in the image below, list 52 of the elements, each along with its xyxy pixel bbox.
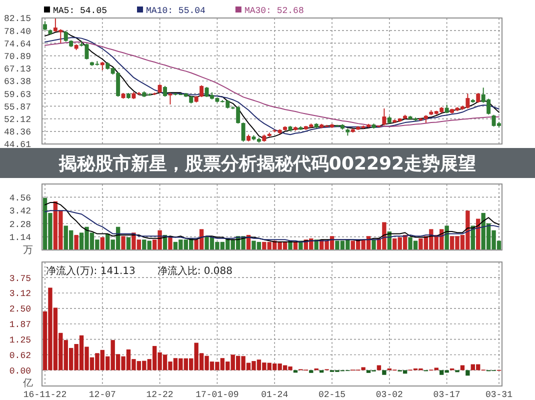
bar xyxy=(382,370,386,375)
x-tick-label: 12-07 xyxy=(88,390,116,400)
bar xyxy=(121,236,126,250)
y-tick-label: 3.75 xyxy=(9,274,31,284)
y-tick-label: 2.50 xyxy=(9,304,31,315)
bar xyxy=(444,226,449,250)
y-tick-label: 67.13 xyxy=(4,64,31,75)
annotation: 净流入比: 0.088 xyxy=(157,265,233,277)
y-tick-label: 3.42 xyxy=(9,206,31,217)
x-tick-label: 03-31 xyxy=(485,390,513,400)
y-tick-label: 55.87 xyxy=(4,102,31,112)
line-series xyxy=(44,202,500,242)
y-tick-label: 59.63 xyxy=(4,90,31,100)
y-axis-title: 亿 xyxy=(22,378,33,389)
bar xyxy=(126,237,131,250)
line-series xyxy=(44,210,500,242)
y-tick-label: 2.28 xyxy=(9,220,31,230)
bar xyxy=(309,370,314,373)
y-axis-title: 万 xyxy=(23,245,33,256)
bar xyxy=(293,370,298,373)
y-tick-label: 48.36 xyxy=(4,128,31,138)
x-tick-label: 03-02 xyxy=(376,390,403,400)
x-tick-label: 01-24 xyxy=(261,390,288,400)
legend-label: MA30: 52.68 xyxy=(244,6,304,16)
legend-label: MA5: 54.05 xyxy=(53,6,108,16)
x-tick-label: 12-22 xyxy=(146,390,174,400)
annotation: 净流入(万): 141.13 xyxy=(46,265,136,277)
y-tick-label: 1.25 xyxy=(9,336,31,346)
bar xyxy=(466,370,470,376)
x-tick-label: 02-15 xyxy=(318,390,346,400)
legend-label: MA10: 55.04 xyxy=(146,6,206,16)
x-tick-label: 03-17 xyxy=(433,390,460,400)
y-tick-label: 44.61 xyxy=(4,140,31,150)
text: 揭秘股市新星，股票分析揭秘代码002292走势展望 xyxy=(58,153,476,174)
y-tick-label: 0.00 xyxy=(9,366,31,376)
bar xyxy=(74,234,78,250)
y-tick-label: 78.40 xyxy=(4,26,31,37)
y-tick-label: 1.14 xyxy=(9,233,31,243)
y-tick-label: 3.12 xyxy=(9,289,31,300)
x-tick-label: 16-11-22 xyxy=(23,390,67,400)
y-tick-label: 82.15 xyxy=(4,14,31,24)
bar xyxy=(372,240,376,250)
y-tick-label: 0.62 xyxy=(9,350,31,361)
x-tick-label: 17-01-09 xyxy=(196,390,239,400)
bar xyxy=(319,370,324,373)
y-tick-label: 4.56 xyxy=(9,193,31,204)
y-tick-label: 1.87 xyxy=(9,320,31,330)
y-tick-label: 70.89 xyxy=(4,52,31,62)
y-tick-label: 52.12 xyxy=(4,114,31,125)
y-tick-label: 63.38 xyxy=(4,77,31,88)
y-tick-label: 74.64 xyxy=(4,39,31,50)
bar xyxy=(100,237,104,250)
